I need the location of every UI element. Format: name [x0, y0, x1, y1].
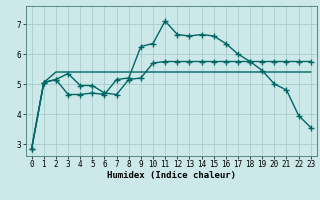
X-axis label: Humidex (Indice chaleur): Humidex (Indice chaleur)	[107, 171, 236, 180]
